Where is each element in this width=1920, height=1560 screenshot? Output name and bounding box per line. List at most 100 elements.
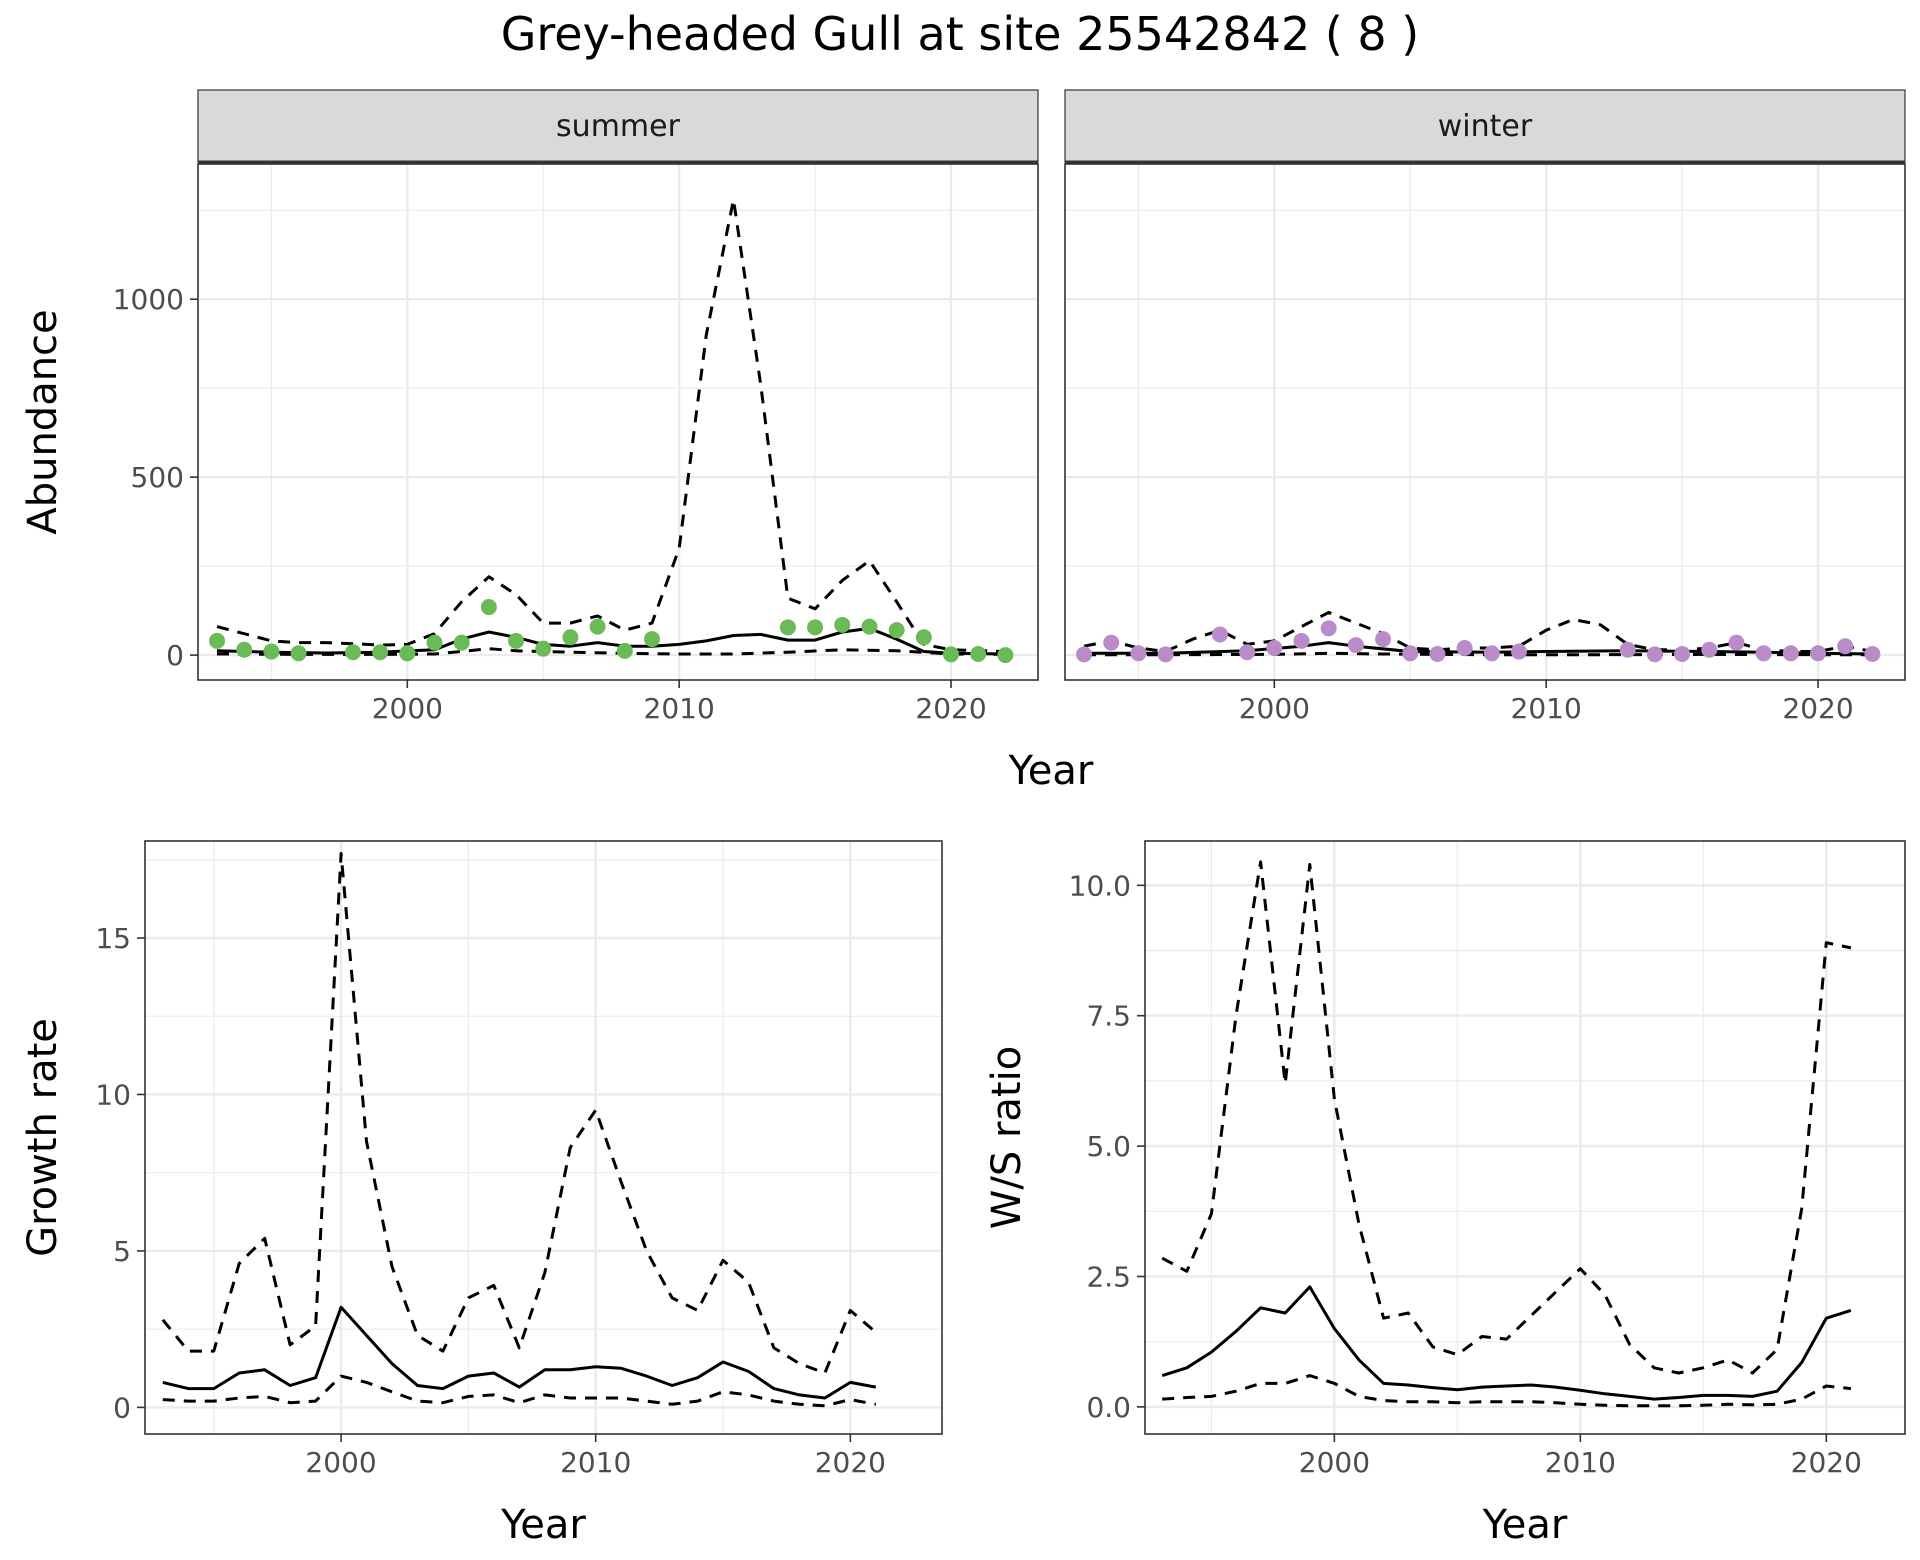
data-point	[1510, 643, 1527, 660]
data-point	[1375, 631, 1392, 648]
chart-panel-2: winter 2000 2010 2020	[1064, 89, 1906, 725]
y-tick-label: 5	[113, 1235, 131, 1268]
data-point	[372, 644, 389, 661]
y-tick-label: 10	[95, 1078, 131, 1111]
x-tick-label: 2020	[1791, 1446, 1862, 1479]
y-tick-label: 0.0	[1086, 1391, 1131, 1424]
data-point	[1429, 646, 1446, 663]
y-axis-title: W/S ratio	[984, 1046, 1030, 1229]
data-point	[616, 642, 633, 659]
figure-title: Grey-headed Gull at site 25542842 ( 8 )	[501, 7, 1420, 61]
x-tick-label: 2000	[1239, 692, 1310, 725]
data-point	[1402, 645, 1419, 662]
y-tick-label: 1000	[113, 283, 184, 316]
x-axis-title: Year	[1482, 1502, 1568, 1548]
dashed-line-3	[162, 1374, 877, 1408]
data-point	[263, 643, 280, 660]
x-tick-label: 2000	[372, 692, 443, 725]
y-tick-label: 5.0	[1086, 1130, 1131, 1163]
facet-strip	[1064, 89, 1906, 163]
data-point	[1266, 639, 1283, 656]
data-point	[1701, 641, 1718, 658]
chart-panel-4: 2000 2010 2020 0.0 2.5 5.0 7.5 10.0 Year W/S rati…	[984, 840, 1906, 1548]
data-point	[1211, 626, 1228, 643]
data-point	[1810, 645, 1827, 662]
panel-border	[197, 163, 1039, 681]
data-point	[888, 622, 905, 639]
plot-background	[198, 164, 1038, 680]
y-tick-label: 2.5	[1086, 1260, 1131, 1293]
data-point	[1130, 645, 1147, 662]
panel-border	[1144, 840, 1906, 1435]
data-point	[1782, 645, 1799, 662]
data-point	[1456, 639, 1473, 656]
y-tick-label: 7.5	[1086, 1000, 1131, 1033]
x-tick-label: 2010	[1545, 1446, 1616, 1479]
x-tick-label: 2010	[560, 1446, 631, 1479]
data-point	[426, 634, 443, 651]
data-point	[589, 618, 606, 635]
data-point	[1483, 645, 1500, 662]
dashed-line-2	[161, 852, 877, 1375]
panel-border	[144, 840, 943, 1435]
data-point	[1646, 646, 1663, 663]
y-tick-label: 15	[95, 922, 131, 955]
data-point	[943, 646, 960, 663]
y-tick-label: 500	[131, 461, 184, 494]
dashed-line-2	[216, 198, 1006, 653]
facet-strip-label: winter	[1438, 109, 1533, 144]
data-point	[1674, 646, 1691, 663]
chart-panel-1: summer 2000 2010 2020 0 500 1000 Abundance	[20, 89, 1039, 725]
data-point	[236, 641, 253, 658]
x-tick-label: 2020	[815, 1446, 886, 1479]
facet-strip-label: summer	[556, 109, 681, 144]
solid-line-1	[1161, 1285, 1852, 1401]
chart-panel-3: 2000 2010 2020 0 5 10 15 Year Growth rate	[20, 840, 943, 1548]
data-point	[915, 629, 932, 646]
dashed-line-3	[1162, 1374, 1852, 1408]
facet-strip	[197, 89, 1039, 163]
data-point	[1293, 632, 1310, 649]
y-tick-label: 0	[113, 1391, 131, 1424]
x-tick-label: 2010	[1511, 692, 1582, 725]
data-point	[1076, 646, 1093, 663]
plot-background	[1065, 164, 1905, 680]
solid-line-1	[1084, 641, 1873, 656]
y-tick-label: 0	[166, 639, 184, 672]
plot-background	[1145, 841, 1905, 1434]
x-tick-label: 2020	[1782, 692, 1853, 725]
x-tick-label: 2010	[644, 692, 715, 725]
data-point	[1619, 641, 1636, 658]
data-point	[290, 645, 307, 662]
data-point	[480, 599, 497, 616]
data-point	[1320, 620, 1337, 637]
data-point	[1157, 646, 1174, 663]
data-point	[1864, 646, 1881, 663]
data-point	[970, 646, 987, 663]
data-point	[344, 644, 361, 661]
data-point	[643, 631, 660, 648]
data-point	[562, 629, 579, 646]
x-axis-title: Year	[500, 1502, 586, 1548]
data-point	[1239, 644, 1256, 661]
y-axis-title: Abundance	[20, 309, 66, 534]
data-point	[453, 634, 470, 651]
panel-border	[1064, 163, 1906, 681]
data-point	[834, 616, 851, 633]
dashed-line-2	[1161, 860, 1852, 1375]
x-tick-label: 2000	[1299, 1446, 1370, 1479]
data-point	[535, 640, 552, 657]
x-tick-label: 2000	[305, 1446, 376, 1479]
data-point	[807, 619, 824, 636]
data-point	[399, 645, 416, 662]
data-point	[779, 619, 796, 636]
shared-x-axis-title: Year	[1008, 748, 1094, 794]
data-point	[1837, 638, 1854, 655]
data-point	[209, 632, 226, 649]
data-point	[1347, 637, 1364, 654]
data-point	[997, 647, 1014, 664]
data-point	[1755, 645, 1772, 662]
y-axis-title: Growth rate	[20, 1018, 66, 1257]
data-point	[1728, 634, 1745, 651]
